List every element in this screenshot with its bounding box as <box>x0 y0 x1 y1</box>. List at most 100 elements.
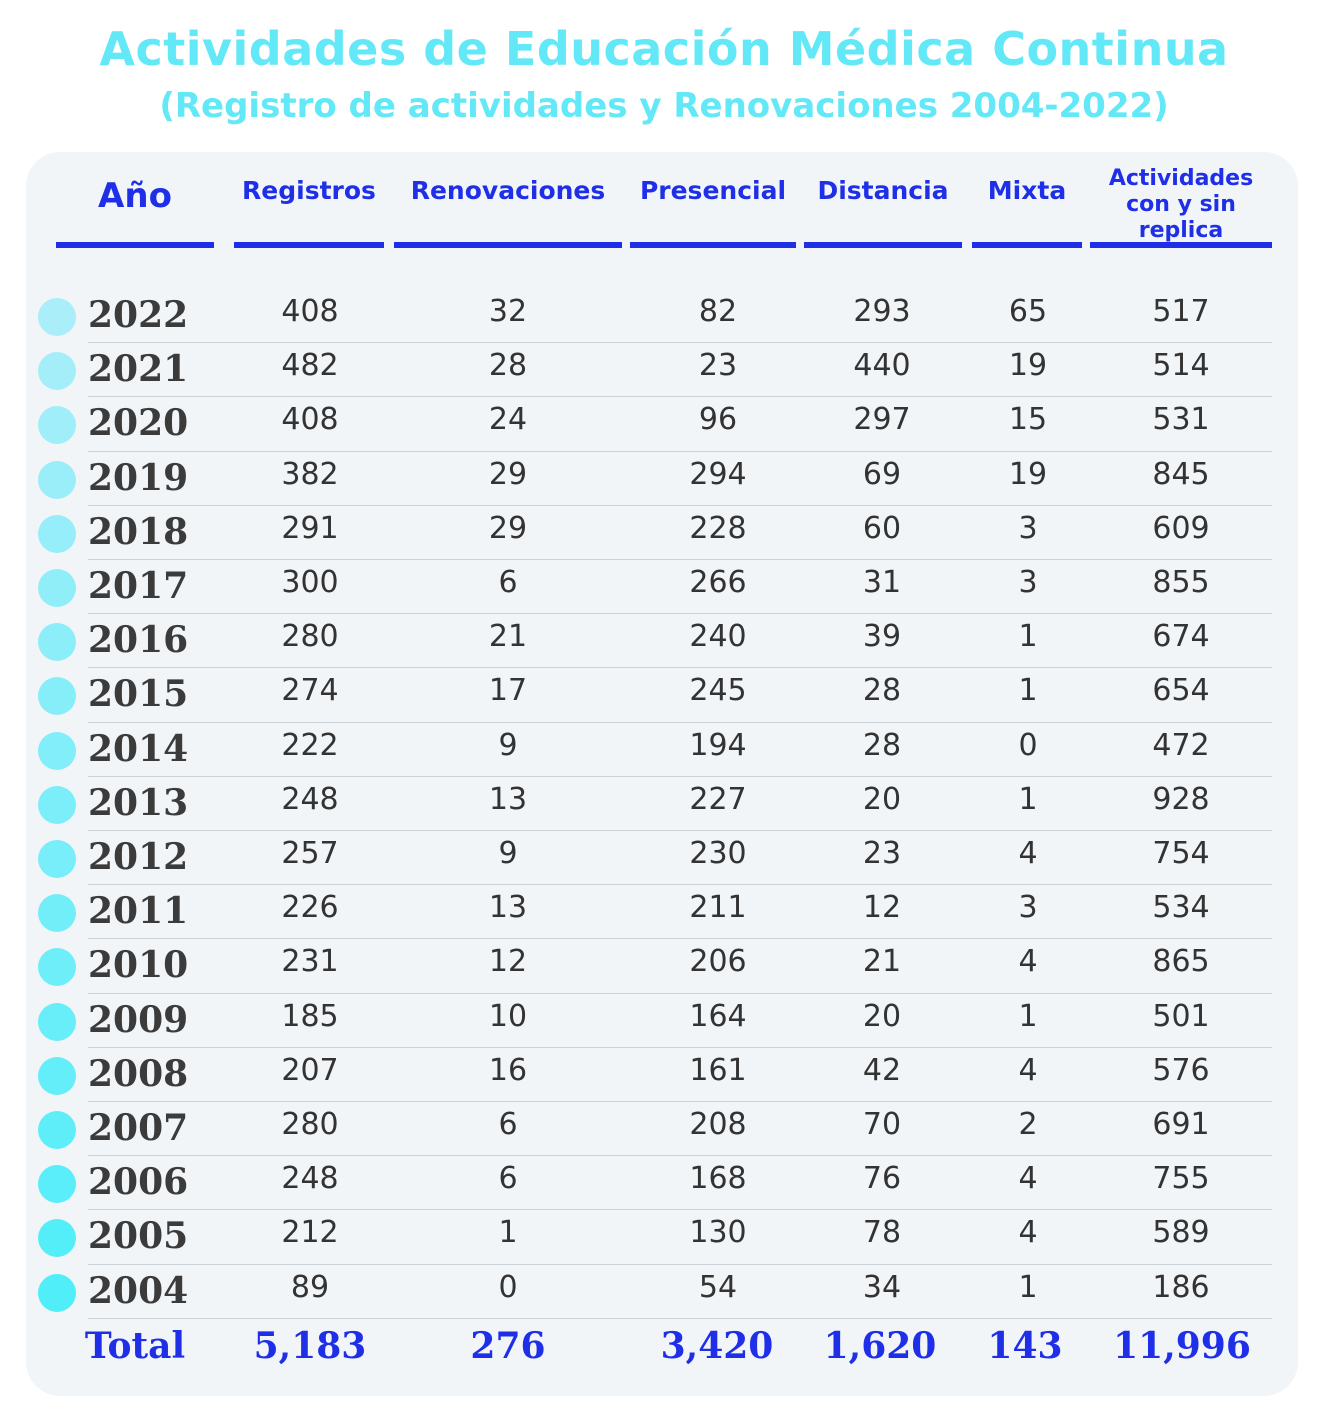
row-divider <box>88 938 1272 939</box>
row-year: 2013 <box>88 781 189 824</box>
cell-actividades: 865 <box>1152 944 1210 980</box>
row-divider <box>88 505 1272 506</box>
page-subtitle: (Registro de actividades y Renovaciones … <box>159 86 1169 126</box>
total-mixta: 143 <box>987 1325 1063 1367</box>
row-divider <box>88 342 1272 343</box>
cell-mixta: 4 <box>1018 944 1038 980</box>
row-bullet <box>38 623 76 662</box>
cell-actividades: 576 <box>1152 1052 1210 1088</box>
cell-renovaciones: 28 <box>488 348 528 384</box>
cell-distancia: 21 <box>862 944 902 980</box>
cell-renovaciones: 6 <box>498 565 518 600</box>
cell-distancia: 78 <box>862 1215 902 1251</box>
row-year: 2012 <box>88 836 189 878</box>
cell-actividades: 517 <box>1152 294 1210 329</box>
cell-actividades: 501 <box>1152 998 1210 1034</box>
cell-registros: 300 <box>281 565 339 600</box>
cell-distancia: 20 <box>862 998 902 1034</box>
row-year: 2010 <box>88 944 189 987</box>
cell-presencial: 294 <box>689 456 747 492</box>
cell-distancia: 39 <box>862 619 902 655</box>
cell-actividades: 928 <box>1152 781 1210 817</box>
cell-registros: 89 <box>290 1269 330 1305</box>
header-year: Año <box>98 176 172 216</box>
row-divider <box>88 1264 1272 1265</box>
cell-distancia: 60 <box>862 510 902 546</box>
row-bullet <box>38 677 76 716</box>
header-underline-mixta <box>972 242 1082 248</box>
row-year: 2011 <box>88 890 189 933</box>
cell-renovaciones: 32 <box>488 294 528 329</box>
row-bullet <box>38 1111 76 1149</box>
cell-distancia: 34 <box>862 1269 902 1305</box>
row-divider <box>88 451 1272 452</box>
cell-actividades: 514 <box>1152 348 1210 384</box>
row-divider <box>88 396 1272 397</box>
row-divider <box>88 722 1272 723</box>
cell-distancia: 69 <box>862 456 902 492</box>
cell-registros: 408 <box>281 294 339 329</box>
cell-registros: 222 <box>281 727 339 763</box>
cell-registros: 257 <box>281 836 339 871</box>
cell-registros: 274 <box>281 673 339 709</box>
cell-renovaciones: 29 <box>488 510 528 546</box>
cell-renovaciones: 9 <box>498 727 518 763</box>
table-panel <box>26 152 1298 1396</box>
cell-mixta: 0 <box>1018 727 1038 763</box>
header-underline-registros <box>234 242 384 248</box>
cell-renovaciones: 9 <box>498 836 518 871</box>
cell-mixta: 4 <box>1018 1052 1038 1088</box>
cell-presencial: 208 <box>689 1107 747 1142</box>
header-actividades: Actividades con y sin replica <box>1090 166 1272 244</box>
cell-presencial: 23 <box>698 348 738 384</box>
cell-mixta: 15 <box>1008 402 1048 438</box>
header-underline-year <box>56 242 214 248</box>
cell-registros: 231 <box>281 944 339 980</box>
cell-distancia: 31 <box>862 565 902 600</box>
cell-actividades: 691 <box>1152 1107 1210 1142</box>
row-bullet <box>38 1273 76 1312</box>
cell-presencial: 194 <box>689 727 747 763</box>
header-renovaciones: Renovaciones <box>410 176 606 205</box>
cell-mixta: 3 <box>1018 565 1038 600</box>
cell-actividades: 674 <box>1152 619 1210 655</box>
cell-distancia: 28 <box>862 673 902 709</box>
cell-presencial: 82 <box>698 294 738 329</box>
cell-mixta: 3 <box>1018 890 1038 926</box>
cell-renovaciones: 16 <box>488 1052 528 1088</box>
cell-presencial: 245 <box>689 673 747 709</box>
row-bullet <box>38 460 76 499</box>
cell-registros: 248 <box>281 781 339 817</box>
cell-distancia: 20 <box>862 781 902 817</box>
row-bullet <box>38 1165 76 1204</box>
header-registros: Registros <box>242 176 376 205</box>
cell-registros: 207 <box>281 1052 339 1088</box>
cell-distancia: 12 <box>862 890 902 926</box>
row-year: 2020 <box>88 402 189 445</box>
cell-mixta: 19 <box>1008 456 1048 492</box>
cell-registros: 291 <box>281 510 339 546</box>
row-bullet <box>38 948 76 987</box>
row-year: 2019 <box>88 456 189 499</box>
total-label: Total <box>84 1325 186 1367</box>
row-bullet <box>38 840 76 878</box>
cell-actividades: 755 <box>1152 1161 1210 1197</box>
header-underline-presencial <box>630 242 796 248</box>
cell-mixta: 3 <box>1018 510 1038 546</box>
header-actividades-line3: replica <box>1138 218 1224 243</box>
cell-renovaciones: 6 <box>498 1107 518 1142</box>
row-year: 2014 <box>88 727 189 770</box>
cell-registros: 280 <box>281 1107 339 1142</box>
cell-distancia: 440 <box>853 348 911 384</box>
cell-registros: 482 <box>281 348 339 384</box>
total-renovaciones: 276 <box>470 1325 546 1367</box>
cell-presencial: 164 <box>689 998 747 1034</box>
cell-presencial: 211 <box>689 890 747 926</box>
header-actividades-line1: Actividades <box>1108 166 1254 191</box>
row-bullet <box>38 1002 76 1041</box>
cell-mixta: 2 <box>1018 1107 1038 1142</box>
row-year: 2021 <box>88 348 189 391</box>
row-bullet <box>38 406 76 445</box>
cell-mixta: 1 <box>1018 781 1038 817</box>
cell-distancia: 70 <box>862 1107 902 1142</box>
